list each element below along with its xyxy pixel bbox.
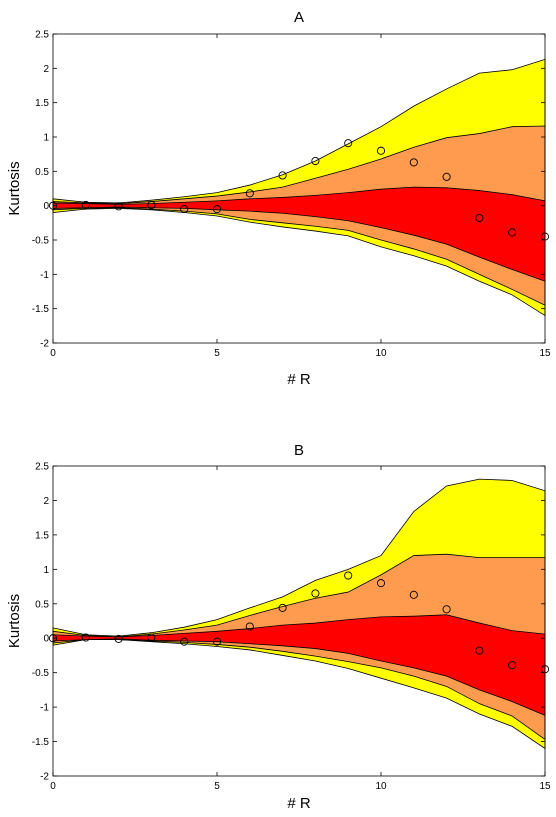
panel-a-ytick-label: 2.5 [35, 30, 49, 41]
panel-b-xtick-label: 15 [539, 781, 551, 792]
panel-b-ytick-label: 2.5 [35, 462, 49, 473]
panel-b-data-point [212, 637, 222, 646]
panel-b-xlabel: # R [287, 795, 311, 812]
panel-b-data-point [180, 637, 189, 646]
panel-b-ytick-label: -2 [40, 772, 49, 783]
panel-b-data-point [540, 665, 550, 674]
panel-a-ytick-label: 1 [43, 133, 49, 144]
panel-b-data-point [475, 646, 484, 655]
panel-a-ytick-label: 0.5 [35, 167, 49, 178]
panel-a-ytick-label: 0 [43, 201, 49, 212]
panel-a-data-point [180, 205, 189, 214]
panel-b-data-point [245, 622, 254, 631]
panel-b-data-point [376, 579, 386, 588]
panel-a: -2 -1.5 -1 -0.5 0 0.5 1 1.5 2 2.5 0 5 10 15 A # R Kurtos… [6, 9, 551, 388]
panel-a-data-point [344, 139, 353, 148]
panel-a-data-point [475, 213, 484, 223]
panel-a-data-point [508, 228, 517, 237]
panel-b-xtick-label: 0 [50, 781, 56, 792]
panel-a-title: A [294, 9, 304, 26]
panel-b-ytick-label: -0.5 [32, 668, 50, 679]
panel-a-data-point [48, 201, 58, 210]
panel-a-data-point [442, 172, 451, 181]
panel-b-ytick-label: 1.5 [35, 530, 49, 541]
panel-b-title: B [294, 442, 304, 459]
panel-a-data-point [114, 202, 123, 211]
panel-b-xtick-label: 5 [214, 781, 220, 792]
panel-b-ytick-label: 0.5 [35, 599, 49, 610]
panel-b-ytick-label: 0 [43, 634, 49, 645]
panel-a-ytick-label: -1.5 [32, 304, 50, 315]
panel-b-data-point [409, 590, 418, 599]
panel-a-ytick-label: 2 [43, 64, 49, 75]
panel-a-xtick-label: 10 [375, 348, 387, 359]
panel-a-ytick-label: -1 [40, 270, 49, 281]
panel-b-data-point [48, 634, 58, 643]
panel-b-ytick-label: -1 [40, 703, 49, 714]
panel-a-xtick-label: 5 [214, 348, 220, 359]
panel-a-ytick-label: -2 [40, 339, 49, 350]
panel-b-data-point [442, 605, 451, 614]
panel-b-data-point [344, 571, 353, 580]
panel-b-xtick-label: 10 [375, 781, 387, 792]
panel-a-xtick-label: 0 [50, 348, 56, 359]
panel-a-ytick-label: -0.5 [32, 236, 50, 247]
panel-b-axes-frame [52, 465, 546, 777]
panel-a-xlabel: # R [287, 371, 311, 388]
panel-b-ytick-label: 2 [43, 496, 49, 507]
panel-a-data-point [311, 156, 320, 166]
panel-b-ytick-label: -1.5 [32, 737, 50, 748]
panel-a-ytick-label: 1.5 [35, 98, 49, 109]
panel-b-data-point [278, 603, 287, 612]
panel-a-data-point [147, 200, 156, 210]
panel-b-data-point [147, 633, 156, 642]
panel-a-data-point [376, 146, 386, 155]
panel-a-data-point [409, 158, 418, 167]
panel-b-ytick-label: 1 [43, 565, 49, 576]
panel-a-ylabel: Kurtosis [6, 161, 23, 215]
panel-a-data-point [212, 205, 222, 214]
panel-b-data-point [81, 633, 90, 642]
panel-b: -2 -1.5 -1 -0.5 0 0.5 1 1.5 2 2.5 0 5 10 15 B # R Kurtos… [6, 442, 551, 812]
panel-b-data-point [311, 589, 320, 598]
panel-b-data-point [508, 661, 517, 670]
panel-a-data-point [81, 200, 90, 210]
panel-a-data-point [540, 232, 550, 241]
panel-b-ylabel: Kurtosis [6, 594, 23, 648]
panel-a-xtick-label: 15 [539, 348, 551, 359]
panel-a-data-point [278, 171, 287, 180]
panel-a-data-point [245, 189, 254, 198]
panel-b-data-point [114, 634, 123, 643]
panel-a-axes-frame [52, 33, 546, 344]
